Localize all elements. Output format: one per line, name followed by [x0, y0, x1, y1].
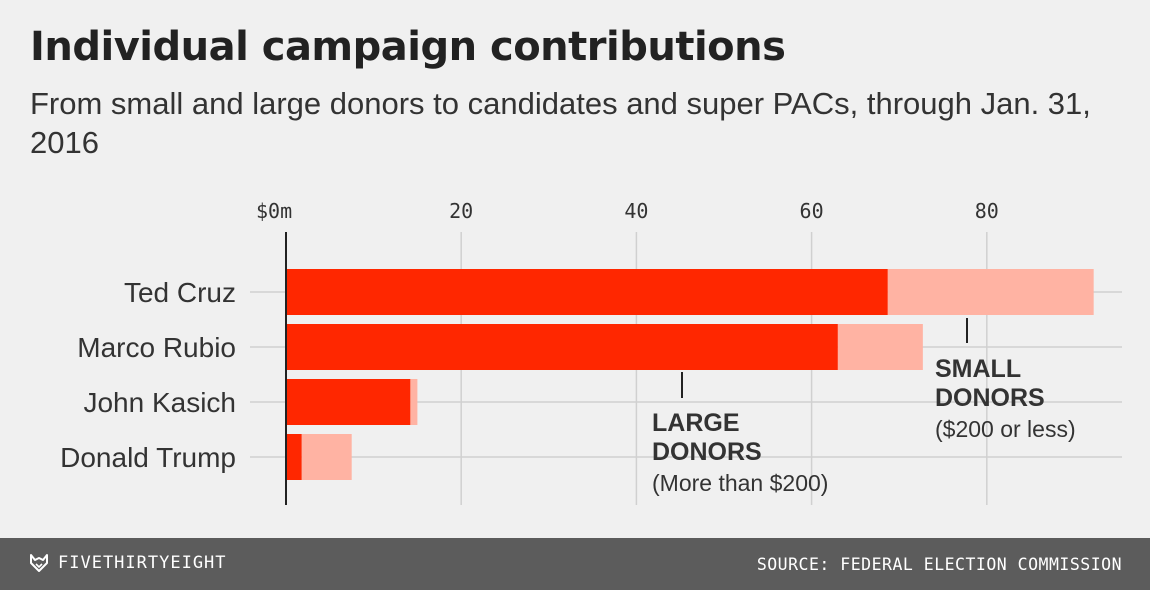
- large-donors-note: (More than $200): [652, 470, 828, 496]
- brand-name: FIVETHIRTYEIGHT: [58, 553, 227, 573]
- bar-small-donors: [301, 434, 352, 480]
- bar-large-donors: [286, 379, 411, 425]
- bar-small-donors: [887, 269, 1094, 315]
- fox-logo-icon: [30, 554, 48, 572]
- chart-subtitle: From small and large donors to candidate…: [30, 86, 1091, 160]
- x-tick-label: 20: [449, 199, 473, 223]
- x-tick-label: 40: [624, 199, 648, 223]
- bar-large-donors: [286, 269, 888, 315]
- large-donors-label: LARGE: [652, 409, 740, 437]
- bar-large-donors: [286, 324, 838, 370]
- bar-large-donors: [286, 434, 302, 480]
- bar-small-donors: [837, 324, 923, 370]
- stacked-bar-chart: $0m 20 40 60 80 Ted Cruz Marco Rubio John Kasic…: [60, 199, 1122, 505]
- chart-title: Individual campaign contributions: [30, 24, 786, 70]
- bar-small-donors: [410, 379, 418, 425]
- small-donors-label: DONORS: [935, 384, 1045, 412]
- large-donors-label: DONORS: [652, 438, 762, 466]
- source-note: SOURCE: FEDERAL ELECTION COMMISSION: [756, 555, 1122, 574]
- category-label: John Kasich: [83, 387, 236, 418]
- category-label: Ted Cruz: [124, 277, 236, 308]
- x-tick-label: $0m: [256, 199, 292, 223]
- x-tick-label: 80: [975, 199, 999, 223]
- x-tick-label: 60: [800, 199, 824, 223]
- small-donors-note: ($200 or less): [935, 416, 1076, 442]
- brand: FIVETHIRTYEIGHT: [28, 552, 227, 574]
- footer-bar: FIVETHIRTYEIGHT SOURCE: FEDERAL ELECTION…: [0, 538, 1150, 590]
- category-label: Donald Trump: [60, 442, 236, 473]
- category-label: Marco Rubio: [77, 332, 236, 363]
- small-donors-label: SMALL: [935, 355, 1021, 383]
